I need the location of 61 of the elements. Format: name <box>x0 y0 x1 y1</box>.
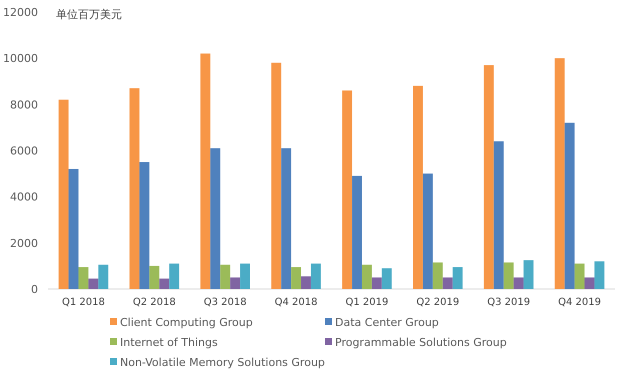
bar <box>200 54 210 289</box>
bar <box>98 264 108 289</box>
bar <box>452 267 463 289</box>
x-tick-label: Q2 2019 <box>416 297 460 308</box>
x-tick-label: Q4 2019 <box>558 297 601 308</box>
bar <box>442 277 453 289</box>
y-tick-label: 4000 <box>10 190 38 204</box>
bar <box>352 176 362 289</box>
bar <box>240 264 250 289</box>
bar <box>220 264 230 289</box>
legend-label: Client Computing Group <box>120 316 253 329</box>
legend-label: Non-Volatile Memory Solutions Group <box>120 356 325 369</box>
bar <box>68 168 78 289</box>
bar <box>554 58 565 289</box>
bar <box>78 267 88 289</box>
y-tick-label: 0 <box>31 283 38 296</box>
y-tick-label: 12000 <box>3 6 38 19</box>
x-tick-label: Q1 2019 <box>346 297 388 308</box>
bar <box>413 86 423 289</box>
x-tick-label: Q3 2018 <box>204 297 247 308</box>
bar <box>584 277 594 289</box>
bar <box>504 262 514 289</box>
bar <box>362 264 372 289</box>
y-tick-label: 8000 <box>10 98 38 112</box>
x-tick-label: Q1 2018 <box>62 297 105 308</box>
bar <box>310 264 321 289</box>
bar <box>230 277 240 289</box>
bar <box>271 62 282 289</box>
bar <box>58 100 69 289</box>
bar <box>301 276 311 289</box>
y-tick-label: 6000 <box>10 144 38 158</box>
bar <box>432 262 443 289</box>
bar <box>130 88 140 289</box>
y-tick-label: 10000 <box>3 52 38 66</box>
bar <box>88 278 98 289</box>
bar <box>159 278 170 289</box>
legend-label: Programmable Solutions Group <box>335 336 507 349</box>
legend-label: Data Center Group <box>335 316 439 329</box>
bar <box>422 174 433 289</box>
bar <box>514 277 524 289</box>
bar <box>524 260 534 289</box>
y-tick-label: 2000 <box>10 236 38 250</box>
bar <box>484 65 494 289</box>
bar <box>210 148 220 289</box>
x-tick-label: Q3 2019 <box>487 297 530 308</box>
bar <box>494 141 504 289</box>
bar <box>281 148 292 289</box>
x-tick-label: Q2 2018 <box>132 297 176 308</box>
bar <box>139 162 150 289</box>
bar <box>342 90 352 289</box>
bar <box>382 268 392 289</box>
legend-label: Internet of Things <box>120 336 218 349</box>
bar <box>149 266 160 289</box>
bar <box>574 264 585 289</box>
bar <box>169 264 180 289</box>
bar <box>372 277 382 289</box>
bar <box>564 122 575 289</box>
bar <box>291 267 302 289</box>
x-tick-label: Q4 2018 <box>274 297 318 308</box>
y-axis-title: 单位百万美元 <box>56 8 122 21</box>
bar <box>594 261 604 289</box>
